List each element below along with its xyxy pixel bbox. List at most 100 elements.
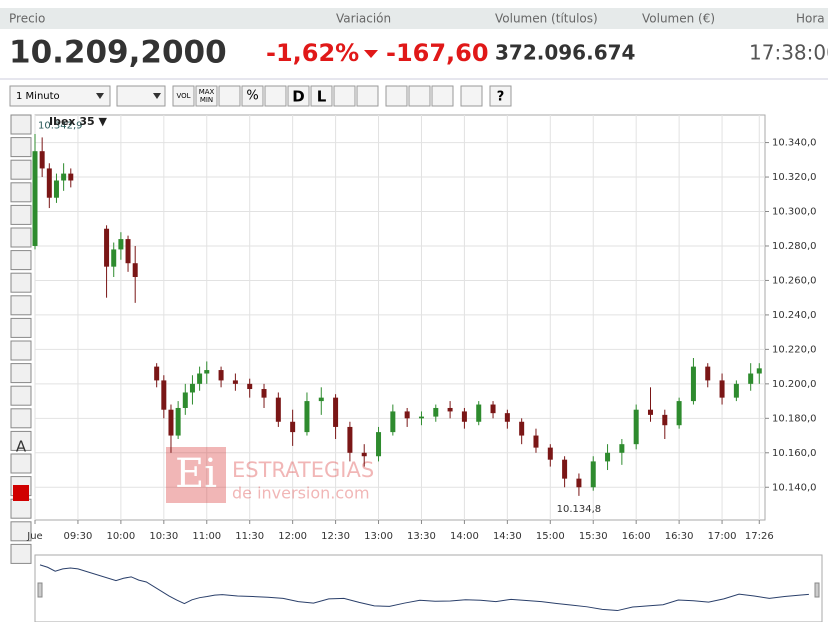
vol-text: VOL: [176, 92, 190, 100]
pct-button[interactable]: [241, 85, 264, 107]
area-button[interactable]: [264, 85, 287, 107]
tool-button[interactable]: [10, 340, 32, 361]
candle-body: [247, 383, 253, 390]
tool-button[interactable]: [10, 385, 32, 406]
plot-area: [34, 114, 766, 521]
min-text: MIN: [200, 96, 213, 104]
tool-button[interactable]: [10, 272, 32, 293]
candle-body: [447, 407, 453, 412]
tool-button[interactable]: [10, 408, 32, 429]
navigator-handle: [814, 582, 820, 598]
tool-button[interactable]: [10, 363, 32, 384]
zoom-in-button[interactable]: [431, 85, 454, 107]
down-arrow: [364, 50, 378, 58]
candle-body: [161, 380, 167, 410]
time: 17:38:00: [749, 41, 828, 65]
candle-body: [647, 409, 653, 415]
tool-button[interactable]: [10, 159, 32, 180]
y-tick-label: 10.260,0: [772, 275, 817, 286]
x-tick-label: 16:30: [665, 531, 694, 542]
candle-body: [204, 370, 210, 374]
candle-body: [756, 368, 762, 374]
candle-body: [705, 366, 711, 381]
candle-body: [418, 416, 424, 419]
navigator-handle: [37, 582, 43, 598]
y-tick-label: 10.240,0: [772, 310, 817, 321]
candle-body: [733, 383, 739, 398]
cross2-button[interactable]: [356, 85, 379, 107]
x-tick-label: 11:30: [235, 531, 264, 542]
annotation: 10.342,9: [38, 121, 83, 132]
tool-button[interactable]: [10, 114, 32, 135]
candle-body: [32, 151, 38, 246]
x-tick-label: 09:30: [64, 531, 93, 542]
dropdown-arrow: [96, 93, 104, 99]
watermark: Ei ESTRATEGIAS de inversion.com: [166, 447, 374, 503]
candle-body: [189, 383, 195, 393]
x-tick-label: 12:30: [321, 531, 350, 542]
candle-body: [347, 426, 353, 453]
tool-button[interactable]: [10, 543, 32, 564]
header-label: Volumen (€): [642, 12, 715, 26]
tool-button[interactable]: [10, 182, 32, 203]
y-tick-label: 10.180,0: [772, 413, 817, 424]
candle-body: [376, 432, 382, 457]
candle-body: [104, 228, 110, 267]
candle-body: [218, 370, 224, 381]
legend: Ibex 35 ▼: [49, 115, 107, 128]
tool-button[interactable]: [10, 453, 32, 474]
x-tick-label: 14:00: [450, 531, 479, 542]
candle-body: [719, 380, 725, 398]
change: -167,60: [386, 39, 489, 67]
candle-body: [676, 401, 682, 426]
tool-button[interactable]: [10, 250, 32, 271]
candle-body: [504, 413, 510, 422]
watermark-name: ESTRATEGIAS: [232, 458, 374, 482]
vol-button[interactable]: [172, 85, 195, 107]
zoom-line-button[interactable]: [385, 85, 408, 107]
candle-body: [68, 173, 74, 181]
candle-body: [168, 409, 174, 436]
watermark-logo-box: [166, 447, 226, 503]
candle-body: [197, 373, 203, 384]
l-button[interactable]: [310, 85, 333, 107]
x-tick-label: 15:30: [579, 531, 608, 542]
candle-body: [433, 407, 439, 417]
maxmin-button[interactable]: [195, 85, 218, 107]
dropdown-arrow: [153, 93, 161, 99]
tool-button[interactable]: [10, 498, 32, 519]
candle-body: [304, 401, 310, 433]
grid-button[interactable]: [218, 85, 241, 107]
candle-body: [175, 407, 181, 436]
tool-button[interactable]: [10, 317, 32, 338]
tool-button[interactable]: [10, 204, 32, 225]
text-tool-label: A: [16, 438, 27, 456]
candle-body: [633, 409, 639, 445]
interval-select[interactable]: [9, 85, 111, 107]
candle-body: [533, 435, 539, 448]
tool-button[interactable]: [10, 137, 32, 158]
interval-text: 1 Minuto: [16, 91, 60, 102]
x-tick-label: Jue: [26, 531, 42, 542]
annotation: 10.134,8: [557, 504, 602, 515]
cross-button[interactable]: [333, 85, 356, 107]
max-text: MAX: [199, 88, 215, 96]
volume: 372.096.674: [495, 41, 635, 65]
x-tick-label: 10:00: [106, 531, 135, 542]
candle-body: [748, 373, 754, 384]
tool-button[interactable]: [10, 430, 32, 451]
zoom-out-button[interactable]: [408, 85, 431, 107]
candle-body: [182, 392, 188, 408]
d-button[interactable]: [287, 85, 310, 107]
tool-button[interactable]: [10, 227, 32, 248]
pct-text: %: [246, 89, 258, 104]
chart-type-select[interactable]: [116, 85, 166, 107]
help-button[interactable]: [489, 85, 512, 107]
candle-body: [519, 421, 525, 436]
candle-body: [690, 366, 696, 402]
tool-button[interactable]: [10, 295, 32, 316]
tool-button[interactable]: [10, 521, 32, 542]
candle-body: [118, 239, 124, 250]
candle-body: [53, 180, 59, 198]
print-button[interactable]: [460, 85, 483, 107]
